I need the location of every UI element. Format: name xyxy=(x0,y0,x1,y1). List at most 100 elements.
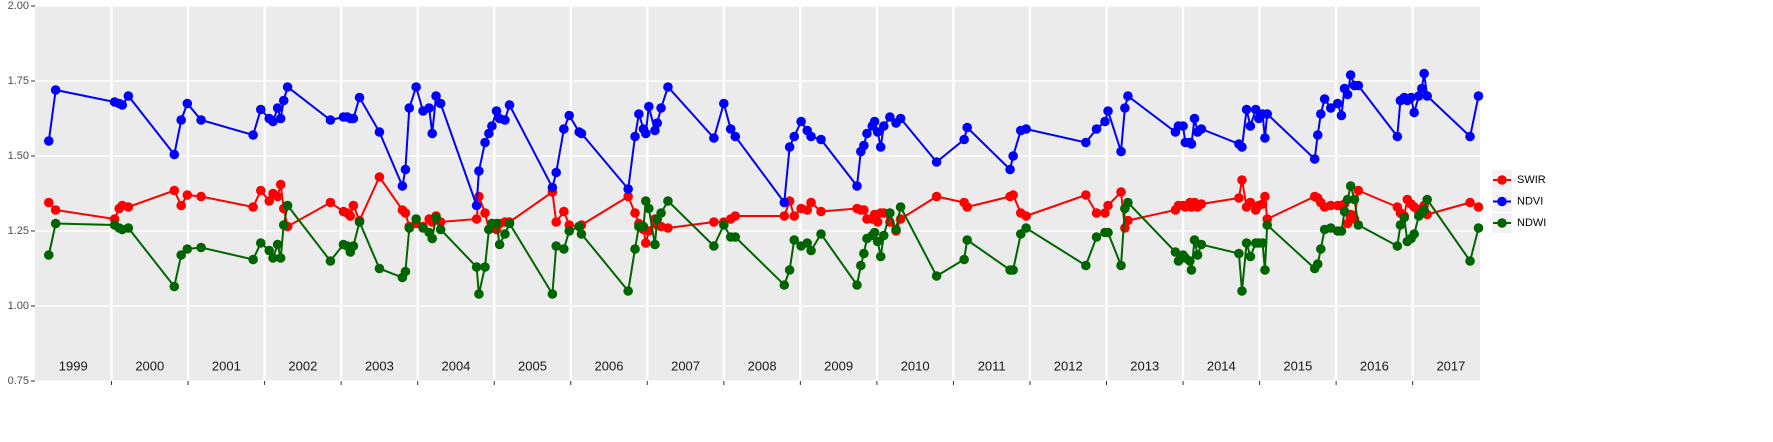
point xyxy=(117,100,128,110)
point xyxy=(1196,124,1207,134)
point xyxy=(895,113,906,124)
legend-point xyxy=(1497,175,1507,185)
legend-item: NDWI xyxy=(1492,213,1546,233)
point xyxy=(1091,232,1102,242)
point xyxy=(784,142,795,152)
point xyxy=(1395,220,1406,230)
y-tick-label: 1.50 xyxy=(8,150,29,162)
point xyxy=(1419,68,1429,79)
point xyxy=(663,223,673,233)
point xyxy=(1123,197,1133,208)
year-label: 2003 xyxy=(365,358,394,373)
point xyxy=(1260,265,1270,275)
point xyxy=(1465,256,1475,266)
point xyxy=(1103,106,1113,116)
point xyxy=(1241,238,1252,248)
point xyxy=(43,197,54,208)
legend-point xyxy=(1497,196,1507,207)
point xyxy=(43,250,54,260)
point xyxy=(1185,256,1195,266)
point xyxy=(709,217,719,227)
point xyxy=(255,238,266,248)
point xyxy=(1262,220,1273,230)
point xyxy=(50,205,61,215)
point xyxy=(931,271,942,281)
point xyxy=(404,103,415,113)
point xyxy=(1008,151,1018,161)
point xyxy=(1196,199,1207,209)
point xyxy=(480,137,490,148)
year-label: 2000 xyxy=(135,358,164,373)
year-label: 2008 xyxy=(748,358,777,373)
point xyxy=(962,122,973,133)
point xyxy=(623,191,633,202)
point xyxy=(802,238,813,248)
point xyxy=(1116,260,1126,271)
year-label: 2009 xyxy=(824,358,853,373)
point xyxy=(1473,202,1484,212)
point xyxy=(551,217,562,227)
point xyxy=(400,164,411,175)
point xyxy=(43,136,54,146)
point xyxy=(1186,139,1197,149)
point xyxy=(806,197,816,208)
point xyxy=(1409,107,1419,118)
year-label: 2013 xyxy=(1130,358,1159,373)
year-label: 2014 xyxy=(1207,358,1236,373)
point xyxy=(656,208,666,218)
point xyxy=(494,239,505,250)
point xyxy=(255,185,266,196)
point xyxy=(656,103,666,113)
legend-item: SWIR xyxy=(1492,170,1546,190)
point xyxy=(551,241,562,251)
point xyxy=(1021,211,1031,221)
year-label: 2002 xyxy=(288,358,317,373)
year-label: 1999 xyxy=(59,358,88,373)
point xyxy=(435,224,446,235)
point xyxy=(1406,92,1416,103)
year-label: 2017 xyxy=(1436,358,1465,373)
point xyxy=(275,253,286,263)
point xyxy=(1392,131,1403,142)
year-label: 2015 xyxy=(1283,358,1312,373)
point xyxy=(196,191,206,202)
point xyxy=(1234,193,1244,203)
point xyxy=(959,134,969,145)
point xyxy=(169,281,180,292)
point xyxy=(1260,191,1270,202)
point xyxy=(1005,164,1015,175)
point xyxy=(1422,194,1432,205)
point xyxy=(196,242,206,253)
point xyxy=(1473,223,1484,233)
point xyxy=(435,98,446,109)
point xyxy=(474,289,484,299)
point xyxy=(806,245,816,256)
point xyxy=(169,149,180,160)
point xyxy=(400,208,411,218)
year-label: 2001 xyxy=(212,358,241,373)
point xyxy=(1237,142,1247,152)
point xyxy=(962,235,973,245)
point xyxy=(862,128,872,139)
point xyxy=(272,103,283,113)
year-label: 2016 xyxy=(1360,358,1389,373)
point xyxy=(431,91,441,101)
year-label: 2004 xyxy=(441,358,470,373)
point xyxy=(471,200,482,211)
point xyxy=(275,179,286,190)
point xyxy=(1008,190,1018,200)
point xyxy=(1353,220,1364,230)
point xyxy=(652,118,663,128)
point xyxy=(663,196,673,206)
point xyxy=(500,115,510,125)
year-label: 2007 xyxy=(671,358,700,373)
point xyxy=(1241,104,1252,115)
point xyxy=(484,128,494,139)
point xyxy=(182,190,193,200)
point xyxy=(1325,103,1336,113)
point xyxy=(182,244,193,254)
point xyxy=(1465,131,1475,142)
point xyxy=(1021,223,1031,233)
point xyxy=(1332,98,1343,109)
point xyxy=(248,130,258,140)
